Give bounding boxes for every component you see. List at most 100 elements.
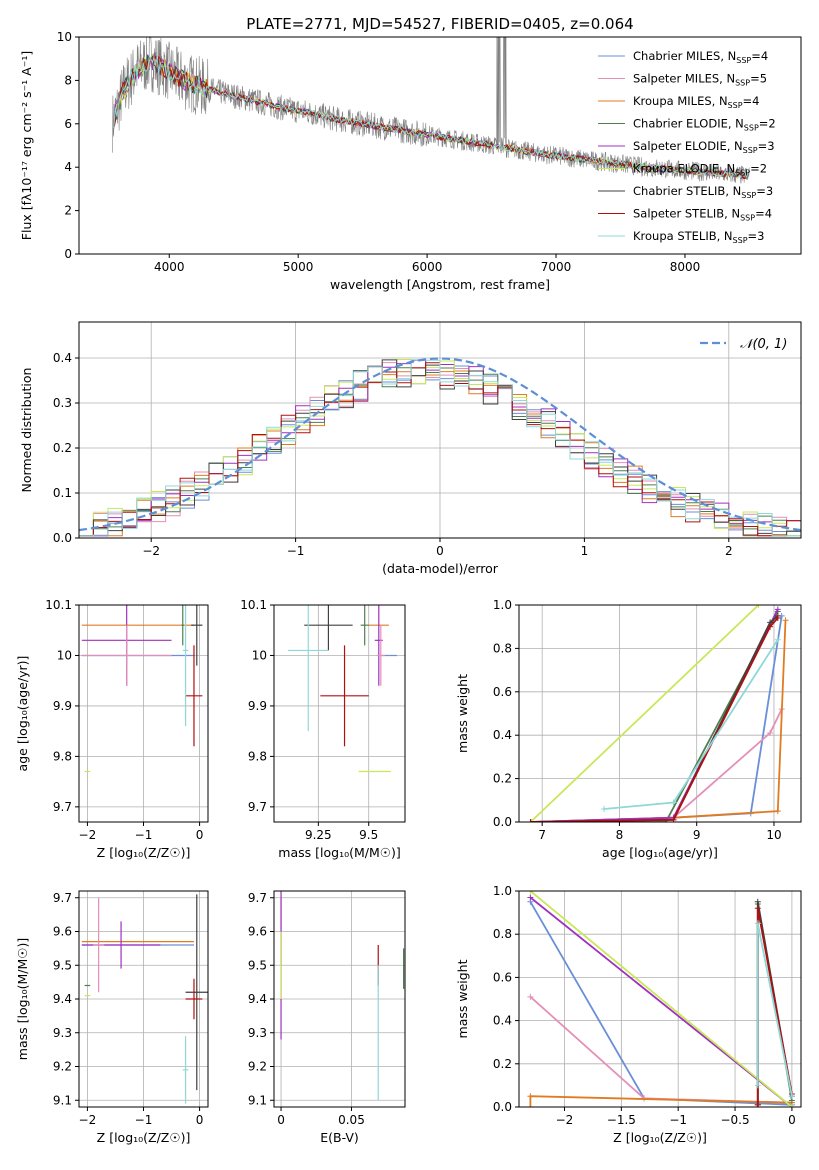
legend-label-krou_stelib: Kroupa STELIB, NSSP=3 (633, 229, 764, 245)
y-tick-label: 10 (57, 648, 72, 662)
y-axis-label: Normed distribution (19, 368, 34, 493)
y-axis-label: Flux [fλ10⁻¹⁷ erg cm⁻² s⁻¹ A⁻¹] (19, 51, 34, 240)
x-axis-label: (data-model)/error (382, 561, 499, 576)
weight-line-krou_miles (530, 620, 787, 822)
y-tick-label: 10.1 (240, 598, 267, 612)
legend-label-salp_elodie: Salpeter ELODIE, NSSP=3 (633, 139, 775, 155)
x-tick-label: −1.5 (607, 1113, 636, 1127)
y-tick-label: 9.2 (53, 1060, 72, 1074)
plot-area (79, 605, 208, 822)
weight-marker-chab_stelib (754, 898, 761, 905)
figure-title: PLATE=2771, MJD=54527, FIBERID=0405, z=0… (246, 15, 633, 33)
y-tick-label: 9.8 (53, 749, 72, 763)
x-axis-label: Z [log₁₀(Z/Z☉)] (613, 1130, 707, 1145)
y-tick-label: 0.4 (493, 728, 512, 742)
panel-mass_vs_Z: −2 −1 0 9.1 9.2 9.3 9.4 9.5 9.6 9.7 Z [log₁₀(Z/Z☉)… (15, 890, 209, 1145)
y-tick-label: 9.8 (248, 749, 267, 763)
panel-mass_weight_vs_age: 7 8 9 10 0.0 0.2 0.4 0.6 0.8 1.0 age [log₁₀(age/yr… (455, 598, 802, 860)
x-tick-label: 8 (616, 828, 624, 842)
x-tick-label: −2 (142, 544, 160, 558)
weight-marker-krou_elodie (755, 605, 762, 608)
panel-residuals: 𝒩(0, 1) −2 −1 0 1 2 0.0 0.1 0.2 0.3 0.4 (data-model… (19, 321, 802, 576)
x-axis-label: Z [log₁₀(Z/Z☉)] (97, 845, 191, 860)
x-axis-label: wavelength [Angstrom, rest frame] (330, 277, 550, 292)
weight-line-krou_miles (529, 1095, 792, 1107)
weight-line-salp_elodie (530, 608, 779, 822)
weight-marker-krou_elodie (527, 891, 534, 894)
y-tick-label: 0.2 (493, 772, 512, 786)
y-tick-label: 0.6 (493, 970, 512, 984)
y-tick-label: 9.6 (53, 925, 72, 939)
y-tick-label: 0.2 (53, 441, 72, 455)
y-tick-label: 0.1 (53, 486, 72, 500)
x-tick-label: −1 (287, 544, 305, 558)
legend-label-krou_miles: Kroupa MILES, NSSP=4 (633, 94, 759, 110)
y-tick-label: 0.6 (493, 685, 512, 699)
weight-marker-salp_elodie (527, 894, 534, 901)
x-tick-label: 7000 (541, 260, 572, 274)
y-tick-label: 9.9 (248, 699, 267, 713)
x-tick-label: −1 (135, 828, 153, 842)
y-tick-label: 9.7 (248, 800, 267, 814)
y-tick-label: 9.7 (248, 891, 267, 905)
plot-area (274, 891, 405, 1107)
x-tick-label: 10 (766, 828, 781, 842)
panel-age_vs_Z: −2 −1 0 9.7 9.8 9.9 10 10.1 Z [log₁₀(Z/Z☉)] age [… (15, 598, 209, 860)
y-axis-label: mass weight (455, 674, 470, 753)
y-tick-label: 0.4 (493, 1014, 512, 1028)
weight-marker-salp_stelib (774, 615, 781, 622)
axes-frame (273, 604, 406, 823)
weight-line-salp_miles (530, 708, 783, 822)
plot-area (79, 322, 801, 538)
x-tick-label: 0 (436, 544, 444, 558)
y-tick-label: 9.1 (53, 1093, 72, 1107)
axes-frame (518, 890, 802, 1108)
model-spectrum-chab_stelib (113, 54, 749, 179)
x-tick-label: 2 (725, 544, 733, 558)
plot-area (112, 37, 750, 184)
weight-line-krou_elodie (529, 891, 793, 1107)
y-tick-label: 10 (252, 648, 267, 662)
y-tick-label: 8 (64, 73, 72, 87)
y-tick-label: 1.0 (493, 598, 512, 612)
x-tick-label: 9.5 (359, 828, 378, 842)
legend-label-gaussian: 𝒩(0, 1) (740, 337, 787, 352)
weight-marker-salp_elodie (774, 606, 781, 613)
weight-marker-krou_miles (527, 1093, 534, 1100)
y-tick-label: 10 (57, 30, 72, 44)
x-tick-label: 1 (581, 544, 589, 558)
gaussian-curve (79, 357, 801, 532)
y-tick-label: 0.8 (493, 927, 512, 941)
x-tick-label: 8000 (670, 260, 701, 274)
x-axis-label: Z [log₁₀(Z/Z☉)] (97, 1130, 191, 1145)
x-tick-label: 0 (277, 1113, 285, 1127)
weight-marker-krou_stelib (774, 636, 781, 643)
weight-marker-krou_stelib (670, 799, 677, 806)
plot-area (79, 891, 208, 1107)
weight-line-chab_miles (530, 615, 783, 822)
weight-line-salp_stelib (530, 617, 779, 822)
weight-marker-krou_stelib (754, 920, 761, 927)
legend-label-chab_miles: Chabrier MILES, NSSP=4 (633, 49, 768, 65)
panel-mass_weight_vs_Z: −2 −1.5 −1 −0.5 0 0.0 0.2 0.4 0.6 0.8 1.0 Z [log₁₀(… (455, 884, 802, 1145)
legend-label-salp_miles: Salpeter MILES, NSSP=5 (633, 72, 767, 88)
x-tick-label: 6000 (412, 260, 443, 274)
weight-marker-krou_miles (782, 617, 789, 624)
y-tick-label: 9.6 (248, 925, 267, 939)
legend-label-chab_elodie: Chabrier ELODIE, NSSP=2 (633, 117, 776, 133)
x-tick-label: −1 (669, 1113, 687, 1127)
weight-marker-salp_stelib (754, 905, 761, 912)
legend: Chabrier MILES, NSSP=4 Salpeter MILES, NS… (598, 49, 776, 245)
y-tick-label: 0.0 (493, 815, 512, 829)
y-tick-label: 9.5 (53, 958, 72, 972)
y-tick-label: 9.3 (53, 1026, 72, 1040)
weight-line-krou_elodie (529, 605, 760, 822)
y-tick-label: 0.2 (493, 1057, 512, 1071)
weight-line-salp_miles (529, 996, 792, 1104)
y-axis-label: mass [log₁₀(M/M☉)] (15, 938, 30, 1060)
x-axis-label: mass [log₁₀(M/M☉)] (278, 845, 400, 860)
panel-age_vs_mass: 9.25 9.5 9.7 9.8 9.9 10 10.1 mass [log₁₀(M/M☉)] (240, 598, 406, 860)
plot-area (274, 605, 405, 822)
weight-marker-salp_stelib (767, 623, 774, 630)
x-tick-label: −2 (79, 828, 97, 842)
